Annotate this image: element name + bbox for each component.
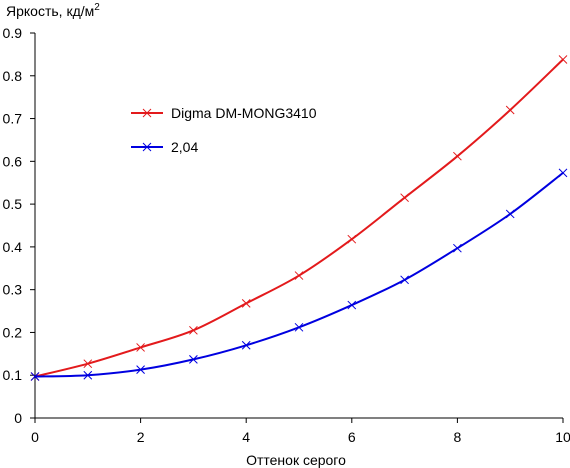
data-point [241,340,251,350]
y-axis-label-text: Яркость, кд/м [6,3,94,19]
series-line [34,58,564,378]
marker-stroke [142,108,152,118]
x-tick-label: 0 [31,429,39,445]
x-tick-label: 2 [137,429,145,445]
marker-stroke [189,355,198,364]
legend: Digma DM-MONG3410 2,04 [131,105,317,155]
legend-marker [142,142,152,152]
x-tick-label: 10 [555,429,570,445]
marker-stroke [294,271,304,280]
marker-stroke [83,359,93,369]
data-point [505,105,515,115]
y-tick-label: 0.1 [3,367,23,383]
x-tick-label: 8 [454,429,462,445]
ticks: 0 0.1 0.2 0.3 0.4 0.5 0.6 0.7 0.8 0.9 0 2 4 6 8 10 [3,25,570,445]
data-point [83,359,93,369]
marker-stroke [453,243,462,253]
marker-stroke [142,142,152,152]
marker-stroke [136,365,145,375]
data-point [558,55,568,64]
data-point [294,271,304,280]
y-tick-label: 0.6 [3,153,23,169]
series-1 [30,55,568,381]
data-point [189,325,198,335]
marker-stroke [136,343,145,352]
marker-stroke [505,105,515,115]
marker-stroke [558,168,568,178]
data-point [347,300,357,310]
data-point [453,243,462,253]
y-tick-label: 0.5 [3,196,23,212]
marker-stroke [347,234,357,244]
y-tick-label: 0.7 [3,111,23,127]
marker-stroke [558,55,568,64]
marker-stroke [400,193,409,203]
y-tick-label: 0 [14,410,22,426]
data-point [505,209,515,219]
series-group [30,55,568,381]
marker-stroke [189,325,198,335]
data-point [294,322,304,332]
x-tick-label: 4 [242,429,250,445]
marker-stroke [241,299,251,308]
legend-item-2: 2,04 [131,139,198,155]
legend-marker [142,108,152,118]
marker-stroke [505,209,515,219]
data-point [241,299,251,308]
y-axis-label-superscript: 2 [94,2,100,13]
y-tick-label: 0.9 [3,25,23,41]
marker-stroke [294,322,304,332]
data-point [347,234,357,244]
marker-stroke [400,275,409,285]
data-point [83,370,93,380]
data-point [189,355,198,364]
axes [34,33,563,419]
y-tick-label: 0.8 [3,68,23,84]
legend-item-1: Digma DM-MONG3410 [131,105,317,121]
series-2 [30,168,568,381]
y-tick-label: 0.3 [3,282,23,298]
marker-stroke [30,372,40,381]
data-point [30,372,40,381]
y-axis-label: Яркость, кд/м2 [6,2,100,19]
data-point [453,151,462,161]
x-tick-label: 6 [348,429,356,445]
x-axis-label: Оттенок серого [246,452,346,468]
data-point [400,193,409,203]
data-point [558,168,568,178]
marker-stroke [347,300,357,310]
data-point [136,343,145,352]
y-tick-label: 0.2 [3,324,23,340]
marker-stroke [453,151,462,161]
y-tick-label: 0.4 [3,239,23,255]
marker-stroke [83,370,93,380]
data-point [400,275,409,285]
marker-stroke [241,340,251,350]
legend-label: Digma DM-MONG3410 [171,105,317,121]
legend-label: 2,04 [171,139,198,155]
data-point [136,365,145,375]
